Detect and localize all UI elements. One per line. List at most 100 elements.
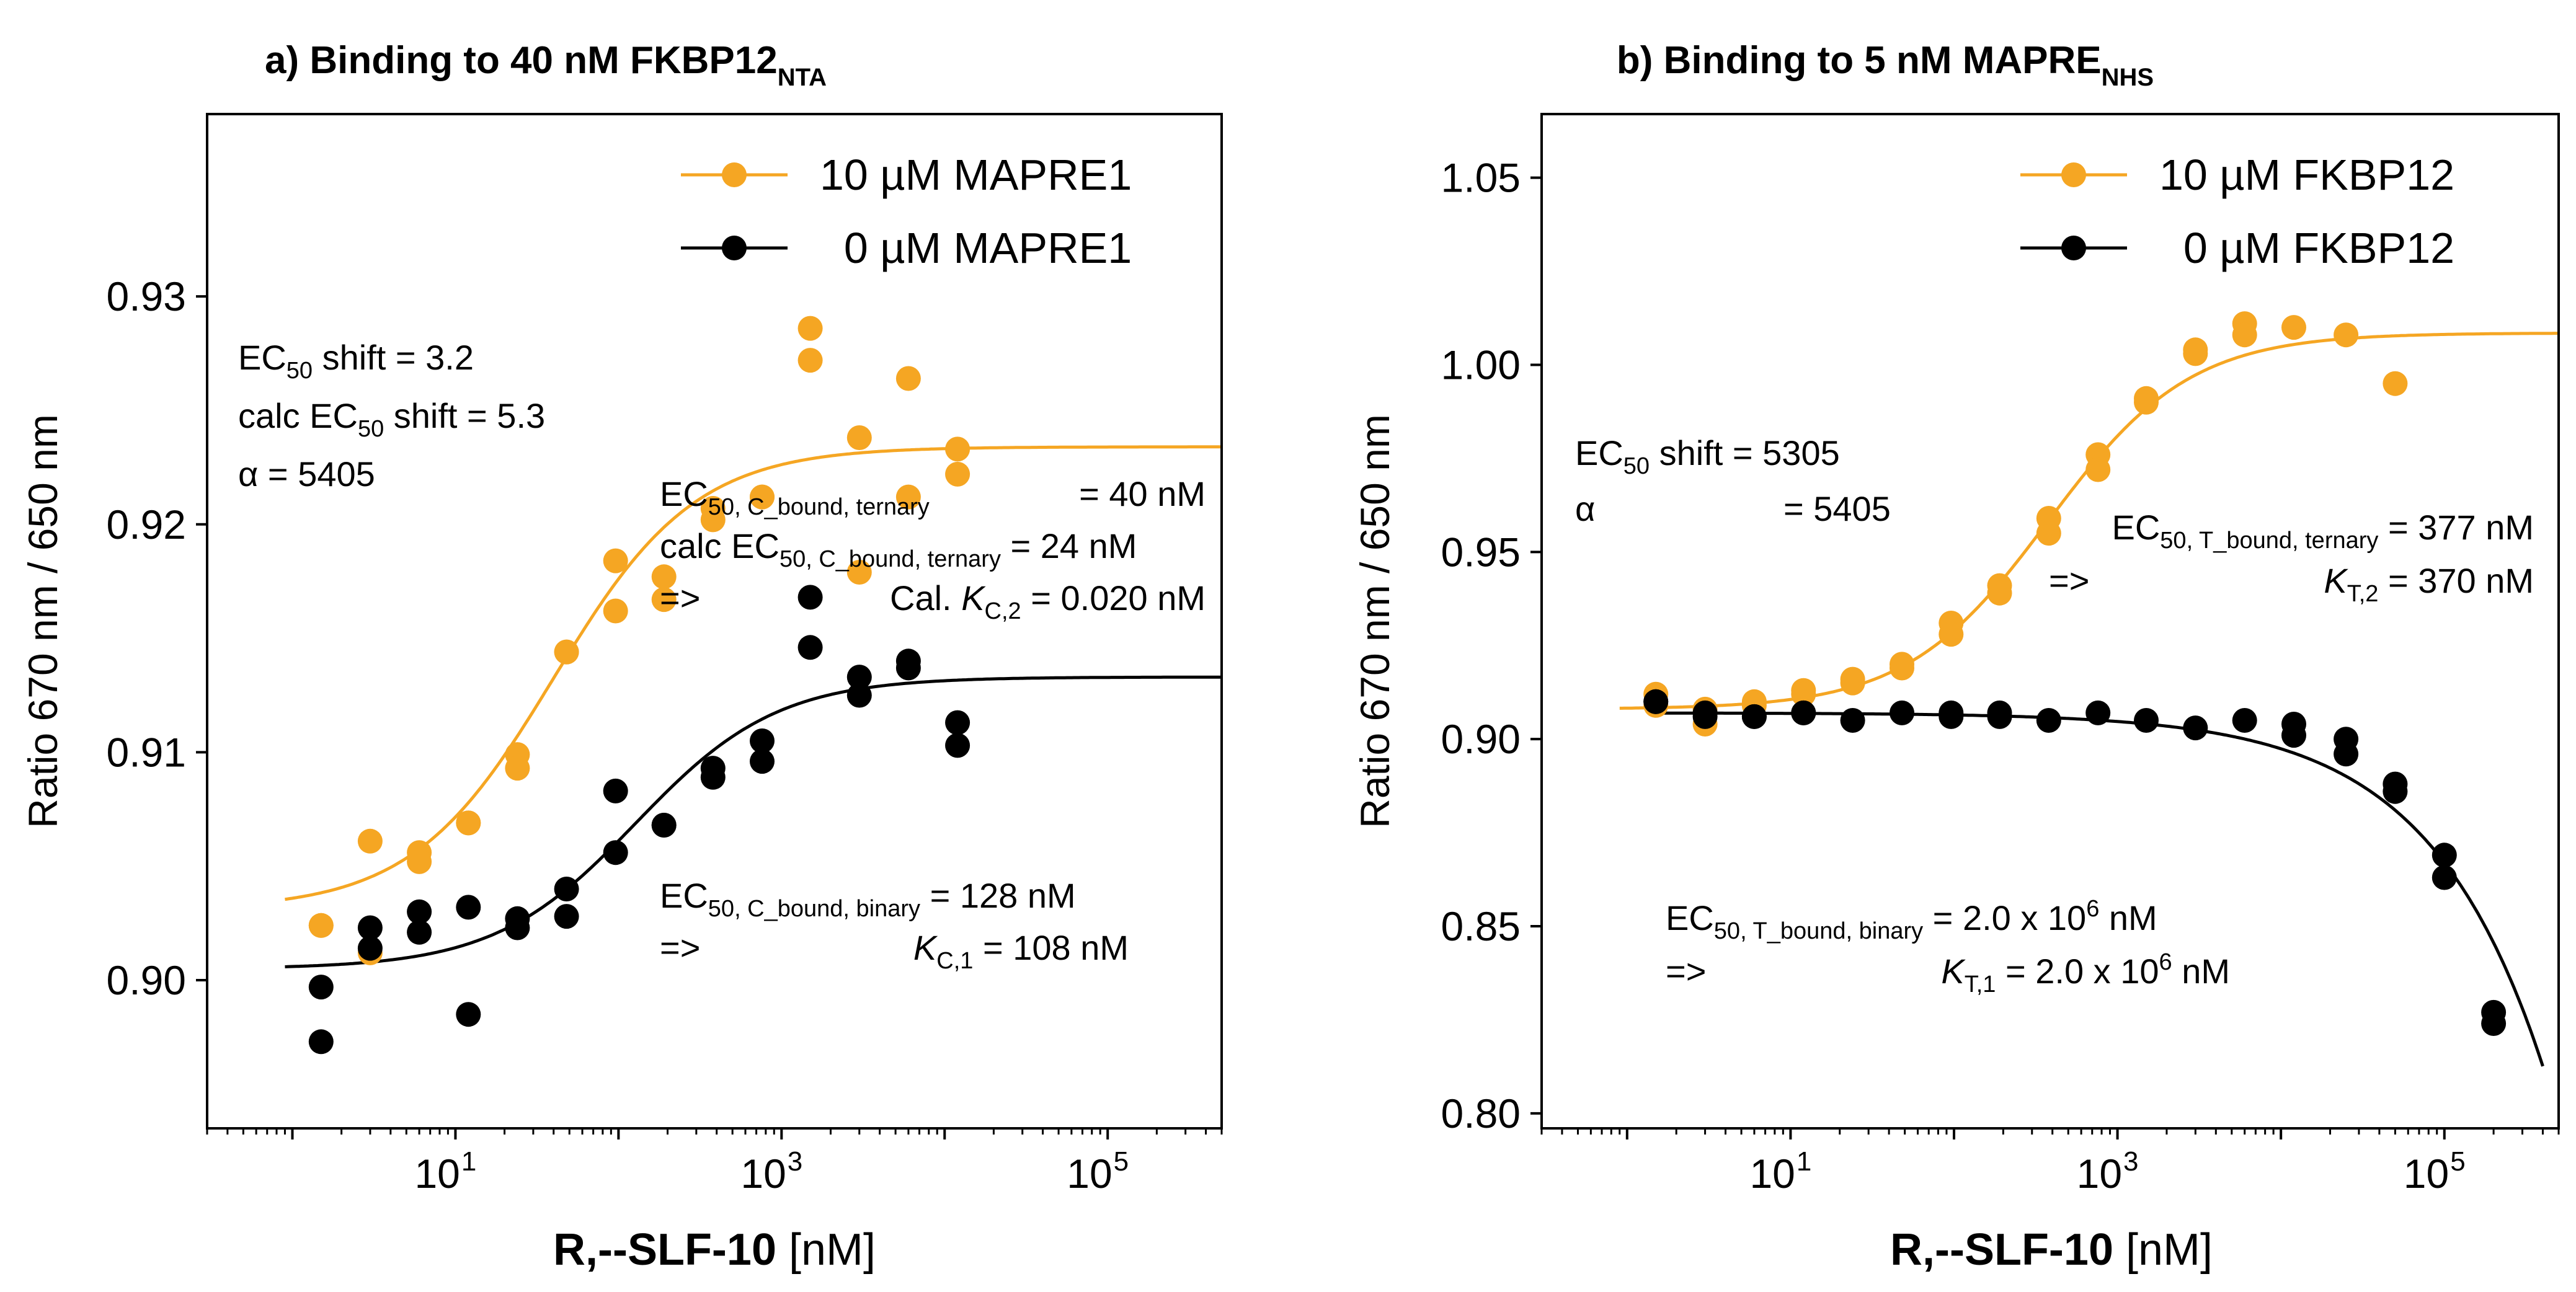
panel-b-y-axis-label: Ratio 670 nm / 650 nm: [1352, 414, 1398, 828]
panel-a-legend: 10 µM MAPRE1 0 µM MAPRE1: [681, 151, 1132, 272]
data-point: [651, 564, 677, 590]
a-ternary-arrow: =>: [660, 578, 700, 617]
data-point: [651, 587, 677, 613]
a-binary-arrow: =>: [660, 928, 700, 967]
x-tick-label: 101: [414, 1146, 476, 1197]
a-alpha: α = 5405: [238, 454, 375, 493]
legend-label-10uM-fkbp12: 10 µM FKBP12: [2159, 151, 2454, 199]
a-ec50-ternary-value: = 40 nM: [1079, 474, 1206, 513]
x-tick-label: 105: [2404, 1146, 2466, 1197]
data-point: [2383, 779, 2408, 804]
data-point: [945, 436, 970, 462]
panel-a: a) Binding to 40 nM FKBP12NTA 101 103 105 0…: [20, 39, 1223, 1275]
legend-marker-10uM-fkbp12: [2061, 162, 2086, 187]
legend-label-10uM-mapre1: 10 µM MAPRE1: [820, 151, 1132, 199]
data-point: [407, 919, 432, 945]
panel-b: b) Binding to 5 nM MAPRENHS 101 103 105 0.8…: [1352, 39, 2560, 1275]
y-tick-label: 0.80: [1441, 1091, 1521, 1136]
data-point: [2085, 700, 2111, 725]
data-point: [2183, 337, 2208, 363]
data-point: [1840, 666, 1865, 692]
data-point: [2036, 708, 2061, 733]
data-point: [554, 639, 579, 665]
x-tick-label: 105: [1067, 1146, 1129, 1197]
panel-a-annotations: EC50 shift = 3.2 calc EC50 shift = 5.3 α…: [238, 338, 1206, 974]
data-point: [2232, 322, 2257, 348]
data-point: [2036, 521, 2061, 546]
legend-marker-0uM-fkbp12: [2061, 236, 2086, 260]
data-point: [1939, 622, 1964, 647]
data-point: [407, 899, 432, 924]
data-point: [1643, 689, 1669, 714]
data-point: [1791, 681, 1816, 707]
x-tick-label: 103: [740, 1146, 802, 1197]
data-point: [895, 484, 921, 510]
a-ec50-shift: EC50 shift = 3.2: [238, 338, 474, 384]
x-tick-label: 103: [2077, 1146, 2139, 1197]
data-point: [2481, 1011, 2507, 1036]
panel-a-ticks: 101 103 105 0.90 0.91 0.92 0.93: [107, 273, 1223, 1197]
data-point: [1840, 708, 1865, 733]
data-point: [750, 728, 775, 753]
panel-b-axes-frame: [1540, 113, 2560, 1130]
data-point: [1987, 580, 2012, 606]
data-point: [357, 828, 383, 854]
data-point: [505, 906, 530, 931]
b-ec50-shift: EC50 shift = 5305: [1575, 433, 1840, 479]
b-binary-arrow: =>: [1666, 952, 1706, 991]
b-alpha-value: = 5405: [1783, 489, 1891, 528]
panel-b-x-axis-label: R,--SLF-10 [nM]: [1890, 1225, 2213, 1275]
b-ec50-ternary: EC50, T_bound, ternary = 377 nM: [2112, 508, 2534, 554]
data-point: [700, 496, 726, 521]
fit-curve-b-1: [1656, 711, 2544, 1067]
data-point: [2085, 457, 2111, 482]
data-point: [1890, 700, 1914, 725]
panel-a-axes-frame: [206, 113, 1223, 1130]
panel-b-plot-area: [1619, 311, 2559, 1067]
data-point: [846, 425, 872, 450]
data-point: [2334, 322, 2359, 348]
data-point: [1791, 700, 1816, 725]
y-tick-label: 0.95: [1441, 529, 1521, 575]
data-point: [895, 366, 921, 391]
a-ec50-ternary: EC50, C_bound, ternary: [660, 474, 930, 520]
data-point: [603, 598, 628, 624]
data-point: [1939, 700, 1964, 725]
b-ec50-binary: EC50, T_bound, binary = 2.0 x 106 nM: [1666, 896, 2157, 944]
panel-a-title: a) Binding to 40 nM FKBP12NTA: [265, 39, 827, 91]
data-point: [407, 849, 432, 874]
data-point: [750, 749, 775, 774]
legend-label-0uM-fkbp12: 0 µM FKBP12: [2159, 224, 2454, 272]
fit-curve-a-1: [285, 675, 1222, 968]
data-point: [2281, 315, 2306, 340]
data-point: [895, 648, 921, 674]
a-kc2: Cal. KC,2 = 0.020 nM: [890, 578, 1206, 624]
data-point: [846, 683, 872, 708]
y-tick-label: 0.85: [1441, 903, 1521, 949]
y-tick-label: 0.90: [1441, 716, 1521, 762]
data-point: [750, 484, 775, 510]
b-ternary-arrow: =>: [2049, 561, 2089, 600]
data-point: [308, 1029, 334, 1055]
legend-marker-0uM-mapre1: [722, 236, 747, 260]
data-point: [2432, 843, 2457, 868]
data-point: [700, 756, 726, 781]
data-point: [846, 665, 872, 690]
y-tick-label: 1.05: [1441, 155, 1521, 201]
data-point: [456, 895, 481, 920]
data-point: [2432, 865, 2457, 890]
b-kt2: KT,2 = 370 nM: [2324, 561, 2534, 607]
panel-b-ticks: 101 103 105 0.80 0.85 0.90 0.95 1.00 1.05: [1441, 155, 2560, 1197]
data-point: [603, 778, 628, 803]
data-point: [2232, 708, 2257, 733]
panel-b-legend: 10 µM FKBP12 0 µM FKBP12: [2020, 151, 2454, 272]
data-point: [554, 904, 579, 929]
b-kt1: KT,1 = 2.0 x 106 nM: [1941, 949, 2230, 998]
data-point: [797, 635, 823, 660]
a-kc1: KC,1 = 108 nM: [913, 928, 1129, 974]
data-point: [554, 877, 579, 901]
data-point: [846, 560, 872, 585]
data-point: [505, 756, 530, 781]
data-point: [797, 585, 823, 610]
